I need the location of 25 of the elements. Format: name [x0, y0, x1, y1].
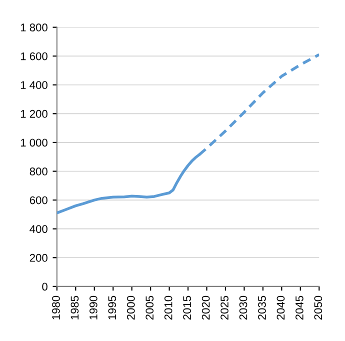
x-tick-label: 2030 [239, 296, 248, 320]
x-tick-label: 2020 [202, 296, 210, 320]
y-tick-label: 600 [30, 196, 48, 204]
x-tick-label: 2010 [164, 296, 172, 320]
y-tick-label: 1 400 [20, 81, 48, 90]
x-tick-label: 2040 [276, 296, 285, 320]
x-tick-label: 2045 [296, 296, 304, 320]
y-tick-label: 1 000 [20, 138, 48, 147]
y-tick-label: 1 200 [20, 110, 48, 118]
y-tick-label: 1 600 [20, 52, 48, 60]
x-tick-label: 1990 [89, 296, 98, 320]
x-tick-label: 1980 [52, 296, 60, 320]
x-tick-label: 1995 [108, 296, 116, 320]
y-tick-label: 1 800 [20, 24, 48, 32]
x-tick-label: 2035 [258, 296, 266, 320]
y-tick-label: 400 [30, 225, 48, 233]
x-tick-label: 2000 [126, 296, 135, 320]
x-tick-label: 2050 [314, 296, 322, 320]
y-tick-label: 800 [30, 168, 48, 176]
y-tick-label: 200 [30, 254, 48, 262]
y-tick-label: 0 [42, 282, 48, 291]
x-tick-label: 2025 [220, 296, 228, 320]
x-tick-label: 2005 [146, 296, 154, 320]
x-tick-label: 1985 [70, 296, 79, 320]
x-tick-label: 2015 [183, 296, 192, 320]
